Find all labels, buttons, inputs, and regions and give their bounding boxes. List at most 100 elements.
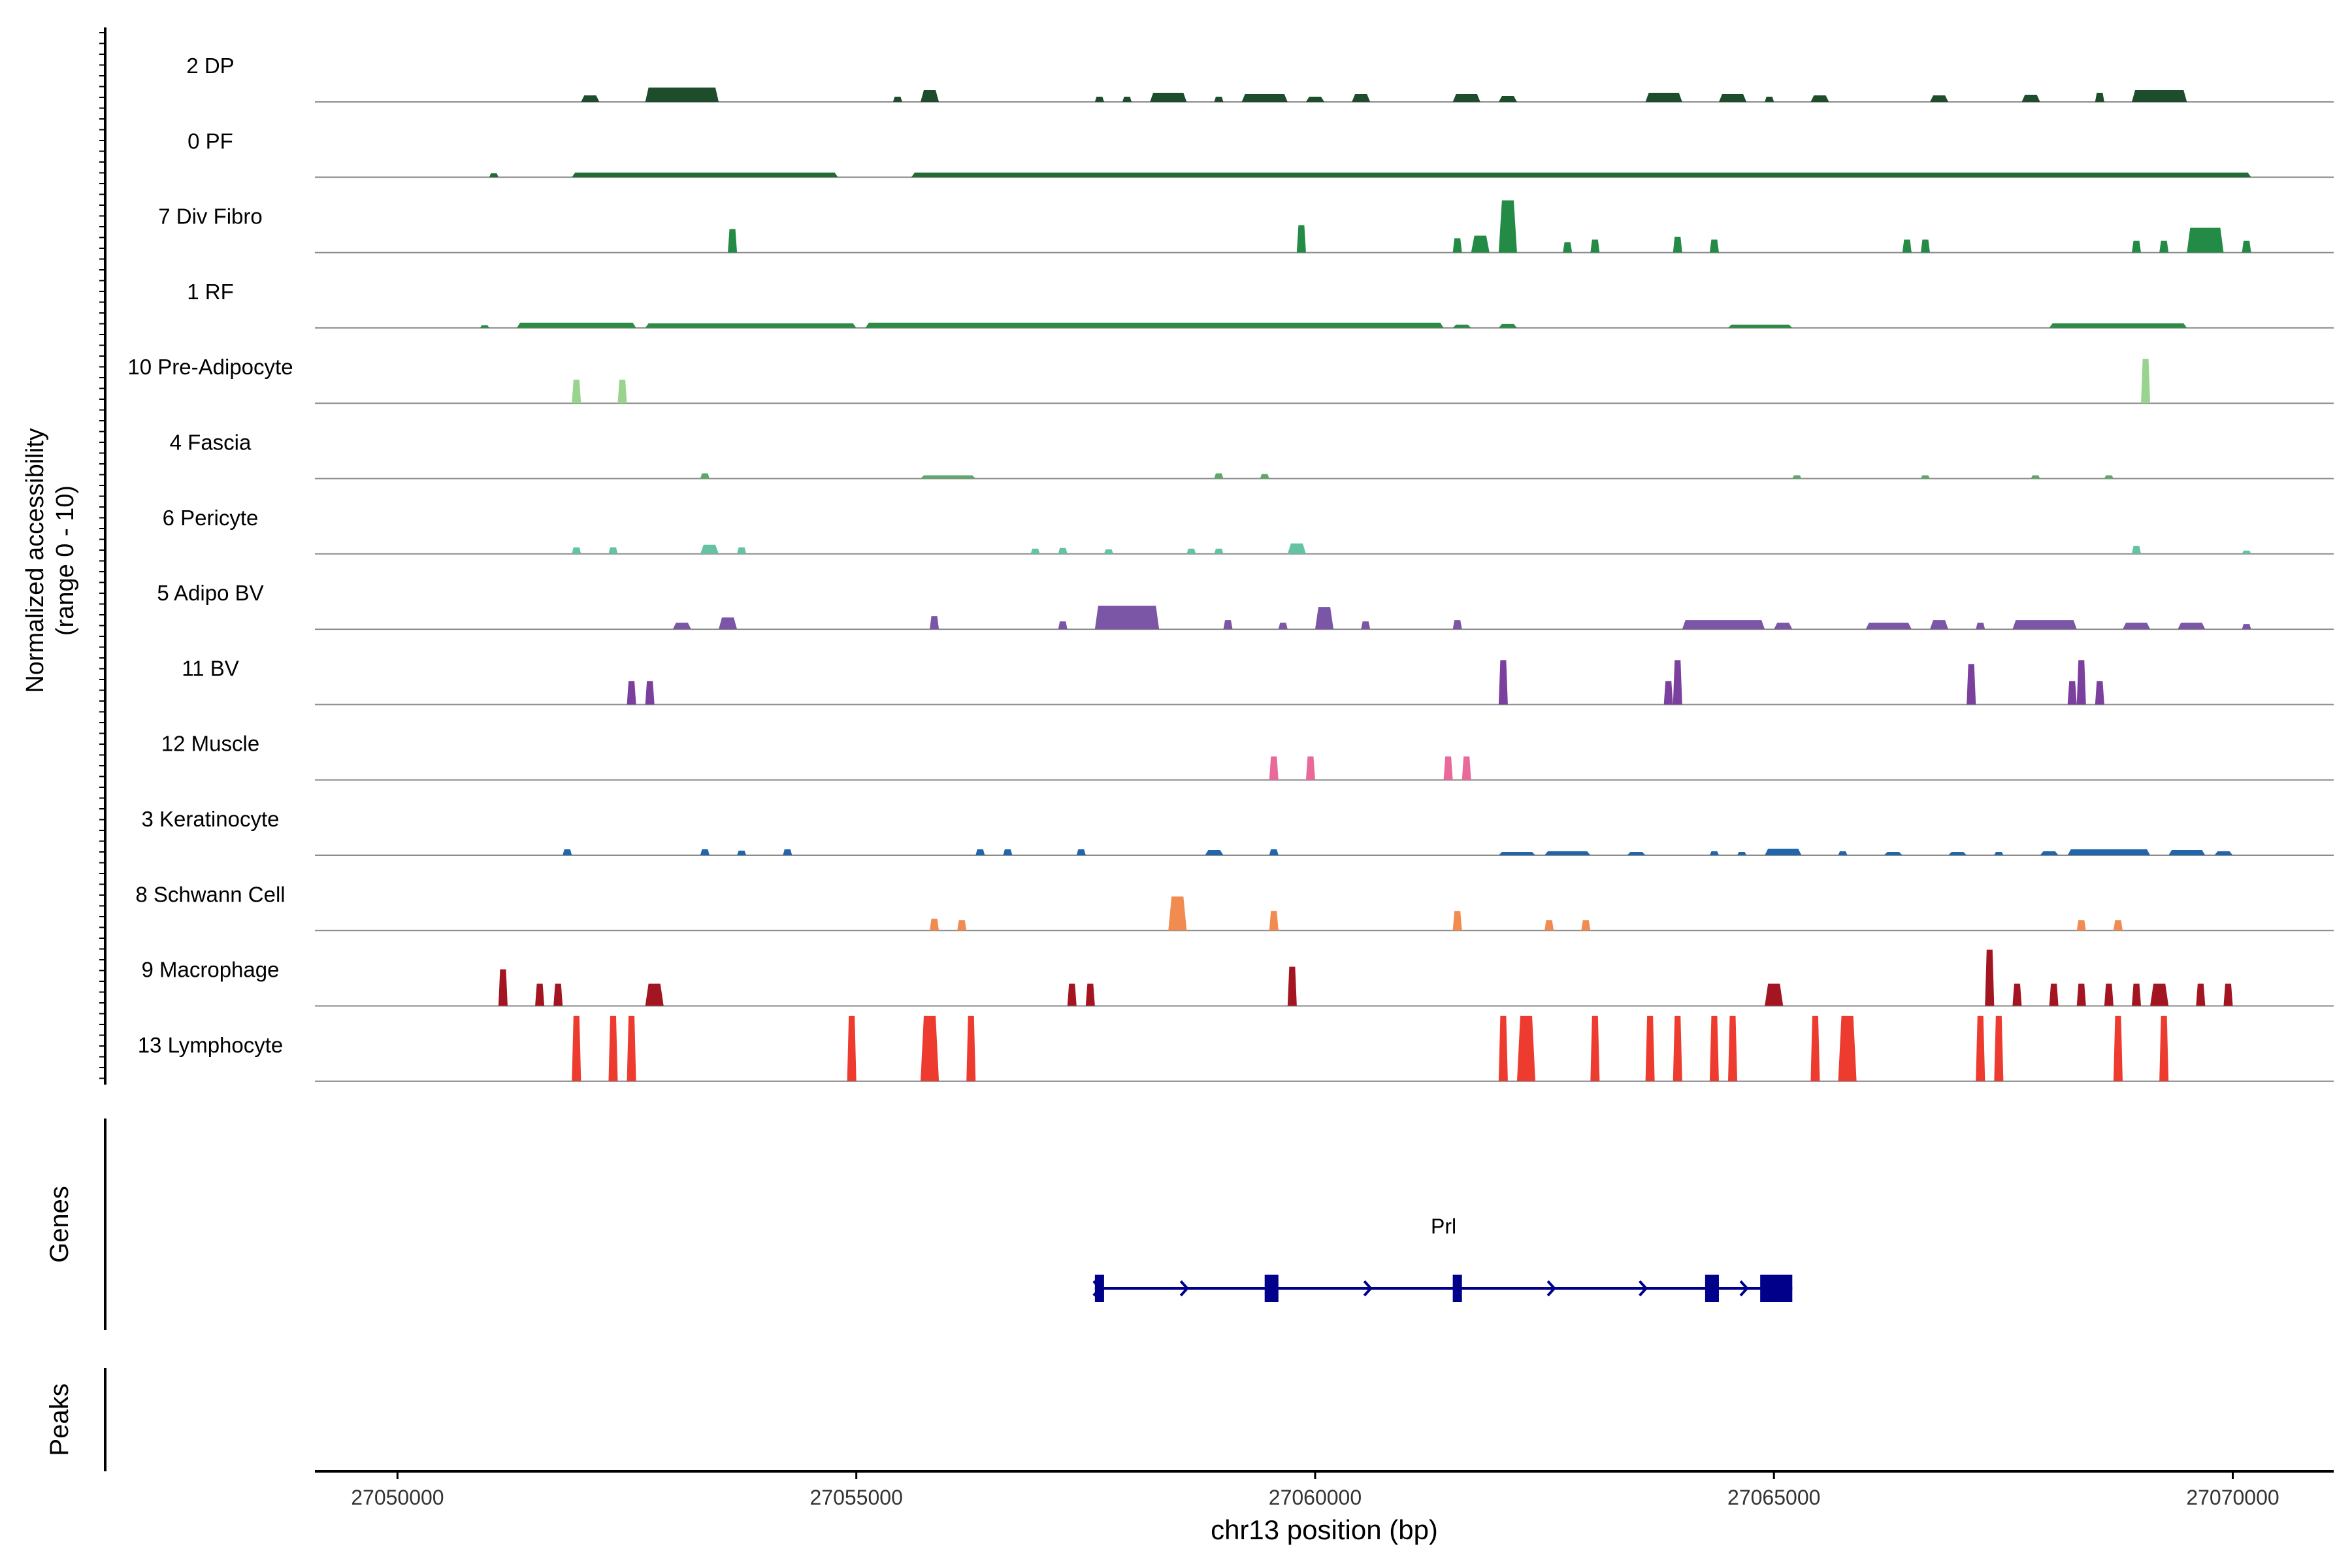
x-axis-label: chr13 position (bp): [1211, 1514, 1438, 1545]
accessibility-peak: [1728, 324, 1793, 328]
accessibility-peak: [1205, 850, 1224, 855]
accessibility-peak: [2113, 920, 2123, 931]
accessibility-peak: [572, 380, 581, 404]
strand-arrow: [1363, 1280, 1373, 1297]
accessibility-peak: [572, 1015, 581, 1081]
accessibility-peak: [1260, 474, 1269, 479]
accessibility-peak: [719, 617, 738, 630]
accessibility-peak: [700, 544, 719, 554]
accessibility-peak: [1443, 756, 1453, 780]
track-labels: 2 DP 0 PF 7 Div Fibro 1 RF 10 Pre-Adipocyte 4…: [127, 54, 293, 1057]
accessibility-peak: [1269, 849, 1279, 855]
track-7-div-fibro: [315, 200, 2334, 253]
accessibility-peak: [930, 919, 939, 931]
accessibility-peak: [1627, 852, 1646, 855]
accessibility-peak: [1590, 239, 1600, 253]
accessibility-peak: [1765, 849, 1802, 855]
accessibility-peak: [1930, 95, 1949, 102]
accessibility-peak: [921, 1015, 939, 1081]
accessibility-peak: [847, 1015, 857, 1081]
accessibility-peak: [2168, 850, 2206, 855]
accessibility-peak: [2104, 475, 2114, 479]
accessibility-peak: [1737, 852, 1747, 855]
accessibility-peak: [1765, 983, 1784, 1006]
accessibility-peak: [1718, 94, 1747, 102]
accessibility-peak: [1214, 473, 1224, 479]
accessibility-peak: [553, 983, 563, 1006]
accessibility-peak: [1498, 852, 1536, 855]
accessibility-peak: [1498, 1015, 1508, 1081]
accessibility-peak: [2159, 240, 2169, 253]
accessibility-peak: [1645, 1015, 1655, 1081]
accessibility-peak: [2132, 546, 2142, 554]
track-label: 4 Fascia: [170, 431, 252, 455]
track-8-schwann-cell: [315, 896, 2334, 932]
accessibility-peak: [617, 380, 627, 404]
track-label: 10 Pre-Adipocyte: [127, 355, 293, 379]
accessibility-peak: [737, 851, 747, 855]
accessibility-peak: [2242, 240, 2251, 253]
gene-name-label: Prl: [1431, 1215, 1456, 1238]
accessibility-peak: [645, 323, 857, 328]
gene-exon: [1094, 1275, 1104, 1302]
accessibility-peak: [1563, 242, 1573, 253]
accessibility-peak: [1067, 983, 1077, 1006]
accessibility-peak: [1673, 1015, 1682, 1081]
accessibility-peak: [2031, 475, 2040, 479]
accessibility-peak: [1287, 543, 1306, 554]
genes-label: Genes: [45, 1186, 74, 1263]
accessibility-peak: [1709, 239, 1719, 253]
accessibility-peak: [608, 1015, 618, 1081]
accessibility-peak: [1967, 664, 1976, 705]
track-3-keratinocyte: [315, 849, 2334, 856]
accessibility-peak: [2021, 95, 2040, 102]
accessibility-peak: [2150, 983, 2169, 1006]
track-label: 13 Lymphocyte: [138, 1033, 284, 1057]
accessibility-peak: [672, 623, 691, 630]
accessibility-peak: [1645, 93, 1682, 102]
accessibility-peak: [1269, 911, 1279, 931]
accessibility-peak: [1076, 849, 1086, 855]
accessibility-peak: [1590, 1015, 1600, 1081]
accessibility-peak: [2076, 983, 2086, 1006]
accessibility-peak: [892, 97, 902, 102]
accessibility-peak: [1085, 983, 1095, 1006]
accessibility-peak: [1452, 238, 1462, 253]
accessibility-peak: [1581, 920, 1591, 931]
peaks-label: Peaks: [45, 1383, 74, 1456]
accessibility-peak: [2076, 920, 2086, 931]
track-label: 11 BV: [182, 656, 238, 680]
accessibility-peak: [728, 229, 738, 253]
accessibility-peak: [930, 616, 939, 630]
accessibility-peak: [1920, 239, 1930, 253]
accessibility-peak: [1948, 852, 1967, 855]
accessibility-peak: [1241, 94, 1288, 102]
accessibility-peak: [608, 547, 618, 554]
accessibility-peak: [1976, 623, 1985, 630]
accessibility-peak: [517, 322, 636, 328]
accessibility-peak: [645, 681, 655, 705]
accessibility-peak: [2242, 550, 2251, 554]
accessibility-peak: [966, 1015, 976, 1081]
accessibility-peak: [535, 983, 545, 1006]
accessibility-peak: [1058, 547, 1068, 554]
accessibility-peak: [1865, 623, 1912, 630]
accessibility-peak: [2122, 623, 2151, 630]
accessibility-peak: [1994, 1015, 2004, 1081]
accessibility-peak: [2132, 983, 2142, 1006]
accessibility-peak: [1673, 660, 1682, 705]
gene-model-prl: [1092, 1275, 1793, 1302]
accessibility-peak: [2242, 624, 2251, 630]
accessibility-peak: [1452, 620, 1462, 630]
accessibility-peak: [1930, 620, 1949, 630]
accessibility-peak: [1985, 949, 1995, 1006]
track-label: 2 DP: [186, 54, 234, 78]
accessibility-peak: [1030, 548, 1040, 554]
accessibility-peak: [1709, 851, 1719, 855]
accessibility-peak: [1352, 94, 1371, 102]
gene-exon: [1264, 1275, 1279, 1302]
x-tick-label: 27055000: [809, 1486, 902, 1509]
accessibility-peak: [1305, 756, 1315, 780]
genes-panel: Genes Prl: [45, 1119, 1793, 1330]
